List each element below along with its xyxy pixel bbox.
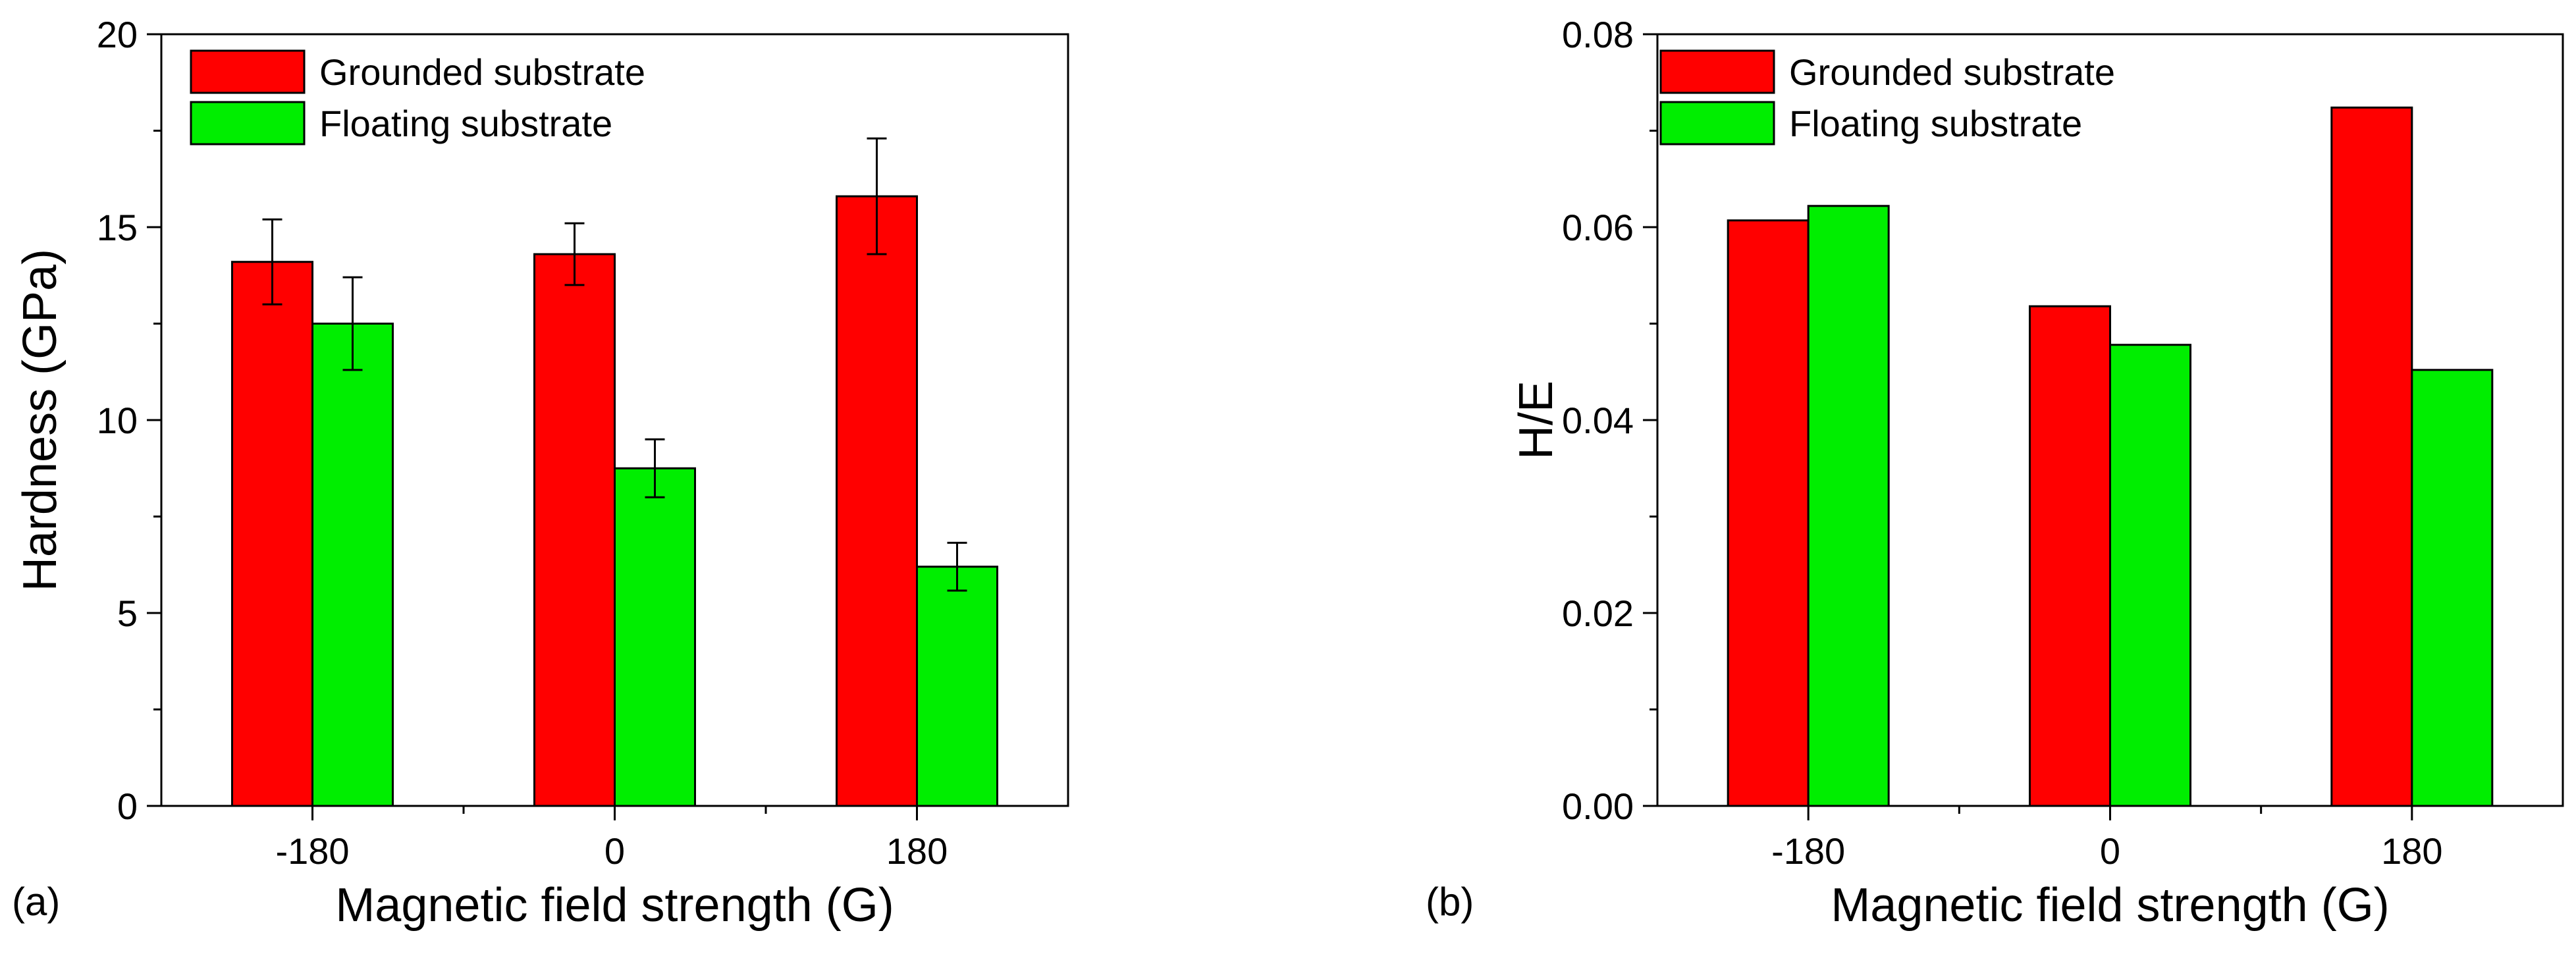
y-tick-label: 0.02 (1562, 593, 1634, 634)
y-tick-label: 20 (97, 14, 138, 55)
y-tick-label: 15 (97, 207, 138, 248)
y-tick-label: 0 (117, 785, 138, 827)
y-axis-title: Hardness (GPa) (14, 249, 67, 591)
panel-label: (a) (12, 880, 60, 924)
y-tick-label: 0.06 (1562, 207, 1634, 248)
y-tick-label: 0.00 (1562, 785, 1634, 827)
legend-swatch-grounded (190, 49, 306, 94)
legend-swatch-floating (190, 101, 306, 146)
x-tick-label: 180 (886, 830, 948, 872)
bar-floating-0 (614, 467, 696, 807)
legend-swatch-floating (1659, 101, 1775, 146)
x-tick-label: -180 (1771, 830, 1845, 872)
bar-floating-180 (916, 566, 998, 807)
bar-grounded-180 (2330, 106, 2413, 807)
x-tick-label: 0 (2100, 830, 2120, 872)
y-tick-label: 0.08 (1562, 14, 1634, 55)
x-axis-title: Magnetic field strength (G) (335, 879, 894, 932)
legend-label-grounded: Grounded substrate (319, 51, 645, 93)
panel-b: -180 0 180 0.00 0.02 0.04 0.06 0.08 Magnetic fie… (1426, 14, 2564, 932)
bar-grounded-0 (533, 253, 616, 807)
x-tick-label: -180 (275, 830, 349, 872)
bar-floating-180 (2411, 369, 2494, 807)
y-tick-label: 0.04 (1562, 400, 1634, 441)
y-tick-label: 5 (117, 593, 138, 634)
bar-grounded-0 (2029, 305, 2111, 807)
panel-a: -180 0 180 0 5 10 15 20 Magnetic field strength … (12, 14, 1069, 932)
legend-label-floating: Floating substrate (319, 103, 612, 144)
bar-floating--180 (311, 323, 394, 807)
plot-frame (1656, 33, 2564, 807)
y-axis-title: H/E (1510, 381, 1563, 460)
x-axis-title: Magnetic field strength (G) (1831, 879, 2389, 932)
x-tick-label: 0 (604, 830, 625, 872)
panel-label: (b) (1426, 880, 1474, 924)
bar-floating--180 (1807, 205, 1890, 807)
legend-label-grounded: Grounded substrate (1789, 51, 2115, 93)
y-tick-label: 10 (97, 400, 138, 441)
x-tick-label: 180 (2381, 830, 2442, 872)
plot-frame (160, 33, 1069, 807)
bar-floating-0 (2109, 344, 2191, 807)
bar-grounded--180 (1727, 219, 1810, 807)
legend-swatch-grounded (1659, 49, 1775, 94)
legend-label-floating: Floating substrate (1789, 103, 2082, 144)
bar-grounded--180 (231, 261, 313, 807)
bar-grounded-180 (836, 195, 918, 807)
